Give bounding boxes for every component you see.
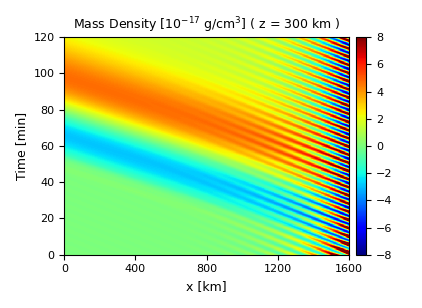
Title: Mass Density [$10^{-17}$ g/cm$^3$] ( z = 300 km ): Mass Density [$10^{-17}$ g/cm$^3$] ( z =… <box>73 15 341 34</box>
Y-axis label: Time [min]: Time [min] <box>15 112 28 180</box>
X-axis label: x [km]: x [km] <box>186 280 227 293</box>
